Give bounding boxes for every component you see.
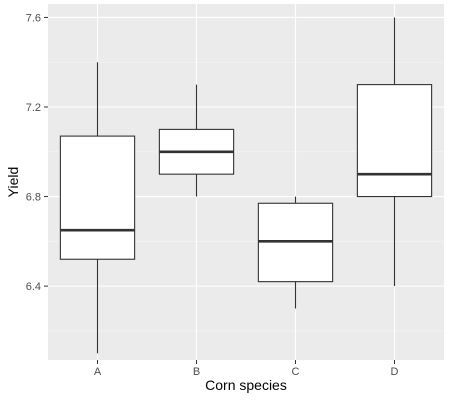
box-C <box>257 196 334 309</box>
y-tick-label: 7.6 <box>26 12 41 24</box>
x-axis-title: Corn species <box>205 377 287 393</box>
box-iqr <box>59 135 136 260</box>
y-axis-title: Yield <box>5 167 21 198</box>
x-tick-label: C <box>292 366 300 378</box>
box-B <box>158 84 235 197</box>
boxplot-series <box>59 17 433 354</box>
x-tick-label: B <box>193 366 200 378</box>
box-A <box>59 62 136 354</box>
box-D <box>356 17 433 287</box>
y-tick-label: 6.8 <box>26 192 41 204</box>
x-tick-label: A <box>94 366 102 378</box>
x-axis-ticks: A B C D <box>94 360 399 378</box>
x-tick-label: D <box>391 366 399 378</box>
y-axis-ticks: 6.4 6.8 7.2 7.6 <box>26 12 48 293</box>
box-iqr <box>356 84 433 198</box>
y-tick-label: 7.2 <box>26 102 41 114</box>
y-tick-label: 6.4 <box>26 281 41 293</box>
